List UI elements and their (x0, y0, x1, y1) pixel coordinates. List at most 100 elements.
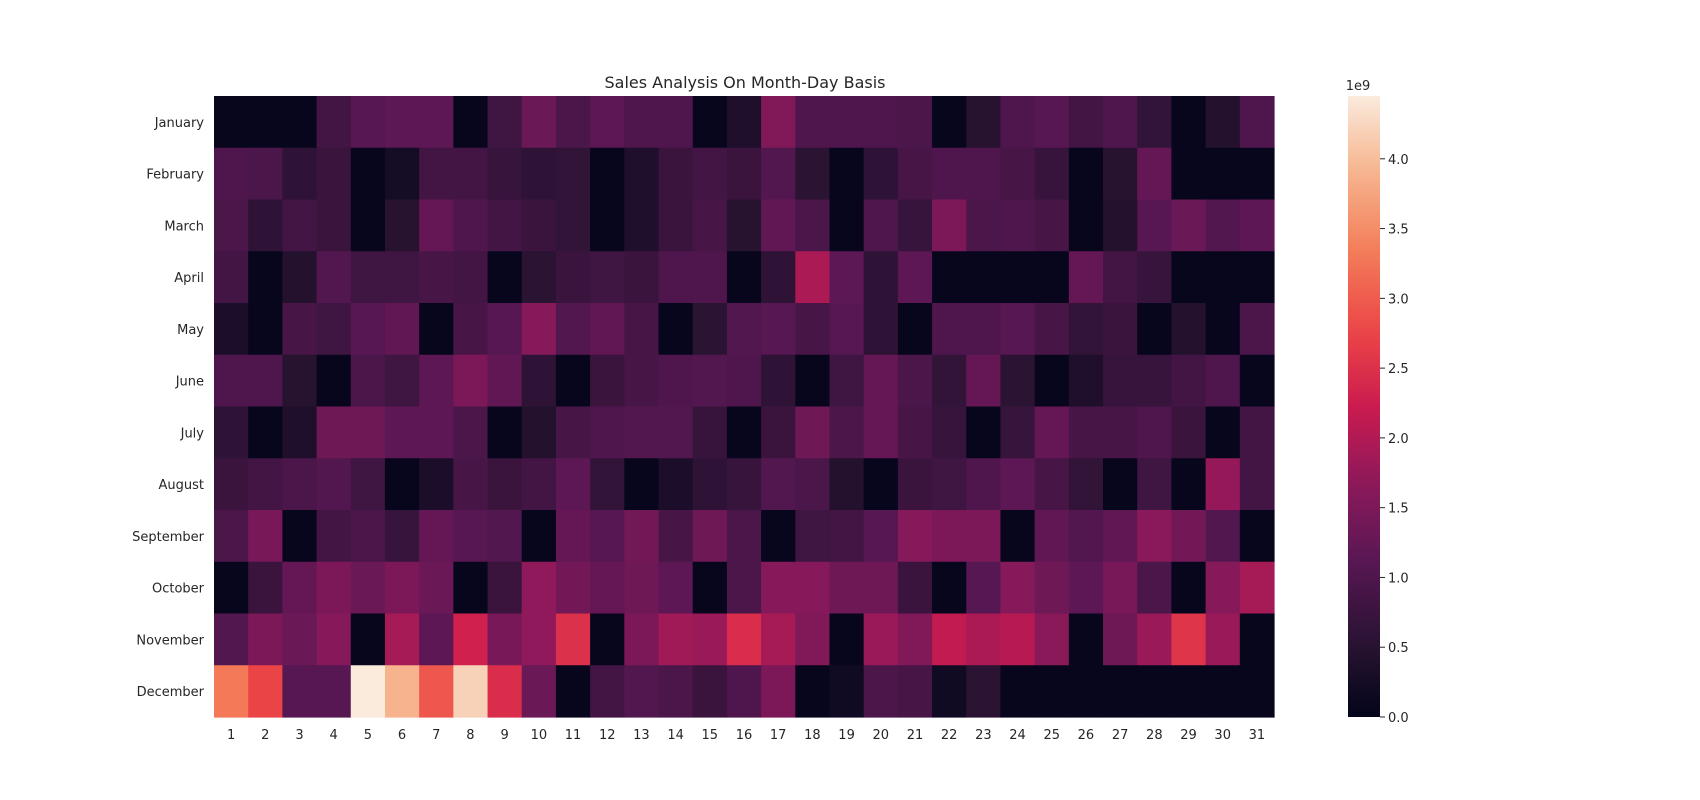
heatmap-cell (282, 458, 318, 511)
heatmap-cell (795, 199, 831, 252)
column-labels: 1 2 3 4 5 6 7 8 9 10 11 12 13 14 15 16 17 18 19 20 21 22 23 24 2… (227, 728, 1265, 743)
heatmap-cell (214, 665, 249, 718)
heatmap-cell (1137, 354, 1173, 408)
heatmap-cell (726, 354, 762, 408)
heatmap-cell (453, 147, 489, 201)
heatmap-cell (624, 303, 660, 356)
heatmap-cell (932, 147, 967, 201)
heatmap-cell (1000, 406, 1036, 459)
heatmap-cell (521, 199, 557, 252)
heatmap-cell (1239, 458, 1275, 511)
heatmap-cell (761, 561, 796, 615)
heatmap-cell (453, 510, 489, 563)
heatmap-cell (248, 406, 283, 459)
heatmap-cell (384, 251, 420, 304)
heatmap-cell (795, 303, 831, 356)
heatmap-cell (1239, 251, 1275, 304)
heatmap-cell (624, 147, 660, 201)
heatmap-cell (1103, 147, 1138, 201)
heatmap-cell (1205, 354, 1241, 408)
colorbar-tick-label: 1.5 (1388, 502, 1409, 517)
column-label: 24 (1009, 728, 1026, 743)
heatmap-cell (521, 354, 557, 408)
heatmap-cell (863, 354, 899, 408)
row-label: August (159, 478, 205, 493)
heatmap-cell (1205, 613, 1241, 666)
heatmap-cell (932, 561, 967, 615)
heatmap-cell (487, 199, 523, 252)
heatmap-cell (1068, 354, 1104, 408)
colorbar-tick-label: 3.5 (1388, 223, 1409, 238)
row-label: May (177, 323, 204, 338)
heatmap-cell (795, 251, 831, 304)
heatmap-cell (1068, 613, 1104, 666)
column-label: 20 (873, 728, 890, 743)
column-label: 2 (261, 728, 269, 743)
heatmap-cell (419, 665, 454, 718)
heatmap-cells (214, 96, 1275, 718)
heatmap-cell (897, 354, 933, 408)
row-label: July (180, 426, 205, 441)
heatmap-cell (829, 613, 865, 666)
heatmap-cell (555, 665, 591, 718)
heatmap-cell (966, 561, 1002, 615)
column-label: 9 (501, 728, 509, 743)
heatmap-cell (248, 458, 283, 511)
heatmap-cell (487, 251, 523, 304)
heatmap-cell (726, 458, 762, 511)
heatmap-cell (726, 96, 762, 149)
heatmap-cell (1171, 458, 1207, 511)
heatmap-cell (1239, 510, 1275, 563)
heatmap-cell (419, 199, 454, 252)
heatmap-cell (555, 613, 591, 666)
row-label: September (132, 530, 205, 545)
heatmap-cell (624, 613, 660, 666)
heatmap-cell (863, 510, 899, 563)
heatmap-cell (624, 251, 660, 304)
heatmap-cell (1171, 96, 1207, 149)
heatmap-cell (487, 561, 523, 615)
heatmap-cell (966, 406, 1002, 459)
heatmap-cell (1034, 251, 1070, 304)
colorbar-ticks: 0.0 0.5 1.0 1.5 2.0 2.5 3.0 3.5 4.0 (1380, 153, 1409, 726)
heatmap-cell (932, 406, 967, 459)
heatmap-cell (1171, 251, 1207, 304)
heatmap-cell (1034, 303, 1070, 356)
heatmap-cell (384, 199, 420, 252)
heatmap-cell (1103, 354, 1138, 408)
heatmap-cell (384, 96, 420, 149)
heatmap-cell (761, 199, 796, 252)
heatmap-cell (1239, 147, 1275, 201)
heatmap-cell (761, 147, 796, 201)
heatmap-cell (384, 406, 420, 459)
column-label: 28 (1146, 728, 1163, 743)
heatmap-cell (1205, 665, 1241, 718)
heatmap-cell (316, 510, 352, 563)
heatmap-cell (282, 199, 318, 252)
heatmap-cell (1205, 199, 1241, 252)
heatmap-cell (897, 458, 933, 511)
heatmap-cell (350, 147, 386, 201)
heatmap-cell (555, 406, 591, 459)
heatmap-cell (1171, 665, 1207, 718)
heatmap-cell (863, 147, 899, 201)
heatmap-cell (932, 199, 967, 252)
heatmap-cell (248, 251, 283, 304)
heatmap-cell (316, 251, 352, 304)
heatmap-cell (863, 251, 899, 304)
column-label: 16 (736, 728, 753, 743)
heatmap-cell (897, 561, 933, 615)
heatmap-cell (214, 251, 249, 304)
column-label: 1 (227, 728, 235, 743)
heatmap-cell (555, 510, 591, 563)
heatmap-cell (555, 147, 591, 201)
heatmap-cell (829, 561, 865, 615)
heatmap-cell (932, 96, 967, 149)
heatmap-cell (419, 251, 454, 304)
heatmap-cell (350, 303, 386, 356)
heatmap-cell (350, 96, 386, 149)
heatmap-cell (829, 510, 865, 563)
heatmap-cell (795, 458, 831, 511)
heatmap-cell (1068, 147, 1104, 201)
